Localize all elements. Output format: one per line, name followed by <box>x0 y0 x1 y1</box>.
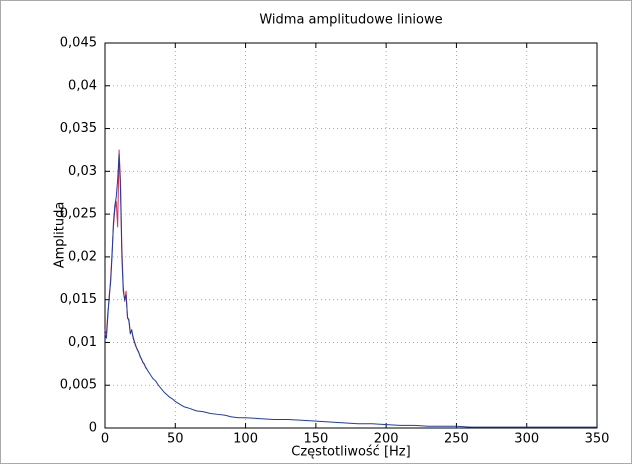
y-axis-label: Amplituda <box>53 202 68 269</box>
x-tick-label: 300 <box>514 432 539 447</box>
y-tick-label: 0,005 <box>60 378 97 393</box>
y-tick-label: 0,03 <box>68 164 97 179</box>
x-tick-label: 250 <box>444 432 469 447</box>
y-tick-label: 0,015 <box>60 292 97 307</box>
x-tick-label: 50 <box>167 432 184 447</box>
x-axis-label: Częstotliwość [Hz] <box>291 445 410 460</box>
chart-title: Widma amplitudowe liniowe <box>259 13 442 28</box>
y-tick-label: 0,035 <box>60 121 97 136</box>
y-tick-label: 0,04 <box>68 78 97 93</box>
x-tick-label: 350 <box>585 432 610 447</box>
data-line <box>104 153 597 428</box>
y-tick-label: 0,02 <box>68 249 97 264</box>
x-tick-label: 100 <box>233 432 258 447</box>
x-tick-label: 0 <box>101 432 109 447</box>
x-tick-label: 150 <box>303 432 328 447</box>
y-tick-label: 0 <box>89 421 97 436</box>
y-tick-label: 0,01 <box>68 335 97 350</box>
x-tick-label: 200 <box>374 432 399 447</box>
y-tick-label: 0,025 <box>60 207 97 222</box>
plot-frame <box>104 42 598 429</box>
y-tick-label: 0,045 <box>60 36 97 51</box>
